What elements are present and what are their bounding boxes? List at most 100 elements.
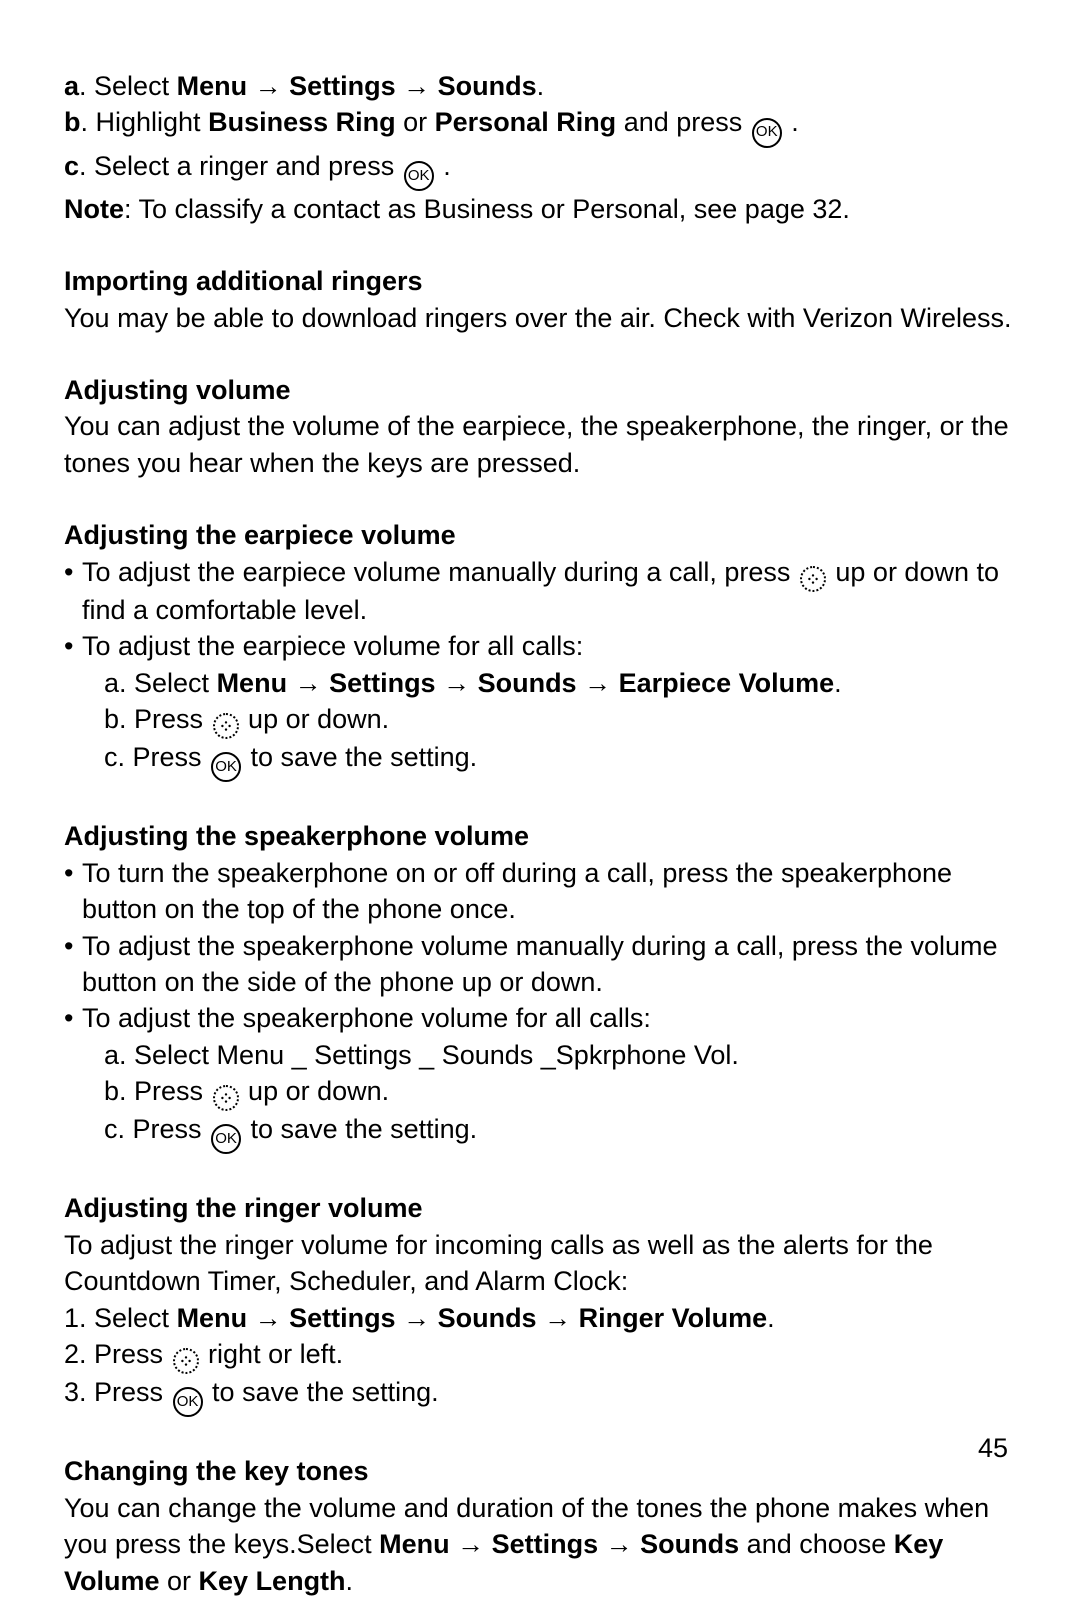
text: . <box>537 71 545 101</box>
ok-button-icon: OK <box>211 752 241 782</box>
text: up or down. <box>241 704 390 734</box>
step-2: 2. Press right or left. <box>64 1336 1016 1374</box>
section-adjusting-volume: Adjusting volume You can adjust the volu… <box>64 372 1016 481</box>
menu-path: Ringer Volume <box>571 1303 767 1333</box>
bold-text: Business Ring <box>208 107 396 137</box>
step-b: b. Highlight Business Ring or Personal R… <box>64 104 1016 147</box>
text: to save the setting. <box>243 1114 477 1144</box>
section-ringer: Adjusting the ringer volume To adjust th… <box>64 1190 1016 1417</box>
text: a. Select <box>104 668 217 698</box>
text: b. Press <box>104 704 211 734</box>
menu-path: Settings <box>282 71 404 101</box>
body-text: You may be able to download ringers over… <box>64 300 1016 336</box>
note-label: Note <box>64 194 124 224</box>
body-text: You can adjust the volume of the earpiec… <box>64 408 1016 481</box>
section-speakerphone: Adjusting the speakerphone volume • To t… <box>64 818 1016 1154</box>
note-line: Note: To classify a contact as Business … <box>64 191 1016 227</box>
body-text: To adjust the ringer volume for incoming… <box>64 1227 1016 1300</box>
arrow-icon: → <box>606 1529 633 1559</box>
text: or <box>396 107 435 137</box>
bullet-dot: • <box>64 1000 82 1154</box>
bullet-text: To turn the speakerphone on or off durin… <box>82 855 1016 928</box>
menu-path: Menu <box>177 1303 255 1333</box>
bullet-dot: • <box>64 554 82 628</box>
text: . Select <box>79 71 177 101</box>
section-earpiece: Adjusting the earpiece volume • To adjus… <box>64 517 1016 782</box>
bullet-item: • To adjust the speakerphone volume manu… <box>64 928 1016 1001</box>
arrow-icon: → <box>403 71 430 101</box>
text: to save the setting. <box>243 742 477 772</box>
bullet-item: • To adjust the speakerphone volume for … <box>64 1000 1016 1154</box>
text: up or down. <box>241 1076 390 1106</box>
text: 2. Press <box>64 1339 171 1369</box>
step-3: 3. Press OK to save the setting. <box>64 1374 1016 1417</box>
bullet-text: To adjust the speakerphone volume for al… <box>82 1000 1016 1154</box>
arrow-icon: → <box>255 71 282 101</box>
bullet-item: • To adjust the earpiece volume for all … <box>64 628 1016 782</box>
menu-path: Settings <box>282 1303 404 1333</box>
marker-b: b <box>64 107 81 137</box>
menu-path: Sounds <box>430 1303 544 1333</box>
arrow-icon: → <box>295 668 322 698</box>
bullet-text: To adjust the speakerphone volume manual… <box>82 928 1016 1001</box>
bullet-text: To adjust the earpiece volume manually d… <box>82 554 1016 628</box>
substep-c: c. Press OK to save the setting. <box>82 1111 1016 1154</box>
arrow-icon: → <box>544 1303 571 1333</box>
menu-path: Earpiece Volume <box>611 668 834 698</box>
text: . <box>436 151 451 181</box>
bullet-dot: • <box>64 855 82 928</box>
heading: Adjusting the speakerphone volume <box>64 818 1016 854</box>
text: . <box>834 668 842 698</box>
menu-path: Sounds <box>470 668 584 698</box>
menu-path: Sounds <box>633 1529 740 1559</box>
substep-b: b. Press up or down. <box>82 1073 1016 1111</box>
bullet-dot: • <box>64 628 82 782</box>
arrow-icon: → <box>457 1529 484 1559</box>
text: right or left. <box>201 1339 344 1369</box>
heading: Importing additional ringers <box>64 263 1016 299</box>
text: . Select a ringer and press <box>79 151 402 181</box>
text: . <box>784 107 799 137</box>
ok-button-icon: OK <box>404 161 434 191</box>
text: or <box>160 1566 199 1596</box>
step-a: a. Select Menu → Settings → Sounds. <box>64 68 1016 104</box>
text: 1. Select <box>64 1303 177 1333</box>
bold-text: Key Length <box>199 1566 346 1596</box>
bold-text: Personal Ring <box>435 107 617 137</box>
menu-path: Menu <box>379 1529 457 1559</box>
text: 3. Press <box>64 1377 171 1407</box>
text: . <box>767 1303 775 1333</box>
bullet-text: To adjust the earpiece volume for all ca… <box>82 628 1016 782</box>
text: To adjust the earpiece volume for all ca… <box>82 628 1016 664</box>
bullet-item: • To turn the speakerphone on or off dur… <box>64 855 1016 928</box>
nav-key-icon <box>800 566 826 592</box>
heading: Changing the key tones <box>64 1453 1016 1489</box>
text: and choose <box>739 1529 894 1559</box>
menu-path: Menu <box>177 71 255 101</box>
text: c. Press <box>104 1114 209 1144</box>
ok-button-icon: OK <box>211 1124 241 1154</box>
text: and press <box>616 107 750 137</box>
nav-key-icon <box>173 1348 199 1374</box>
menu-path: Settings <box>322 668 444 698</box>
arrow-icon: → <box>255 1303 282 1333</box>
heading: Adjusting volume <box>64 372 1016 408</box>
text: c. Press <box>104 742 209 772</box>
text: To adjust the earpiece volume manually d… <box>82 557 798 587</box>
step-1: 1. Select Menu → Settings → Sounds → Rin… <box>64 1300 1016 1336</box>
bullet-dot: • <box>64 928 82 1001</box>
heading: Adjusting the earpiece volume <box>64 517 1016 553</box>
nav-key-icon <box>213 1085 239 1111</box>
nav-key-icon <box>213 713 239 739</box>
page-number: 45 <box>978 1430 1008 1466</box>
step-c: c. Select a ringer and press OK . <box>64 148 1016 191</box>
arrow-icon: → <box>584 668 611 698</box>
text: . Highlight <box>81 107 209 137</box>
heading: Adjusting the ringer volume <box>64 1190 1016 1226</box>
text: : To classify a contact as Business or P… <box>124 194 850 224</box>
bullet-item: • To adjust the earpiece volume manually… <box>64 554 1016 628</box>
text: . <box>346 1566 354 1596</box>
text: To adjust the speakerphone volume for al… <box>82 1000 1016 1036</box>
marker-c: c <box>64 151 79 181</box>
arrow-icon: → <box>403 1303 430 1333</box>
